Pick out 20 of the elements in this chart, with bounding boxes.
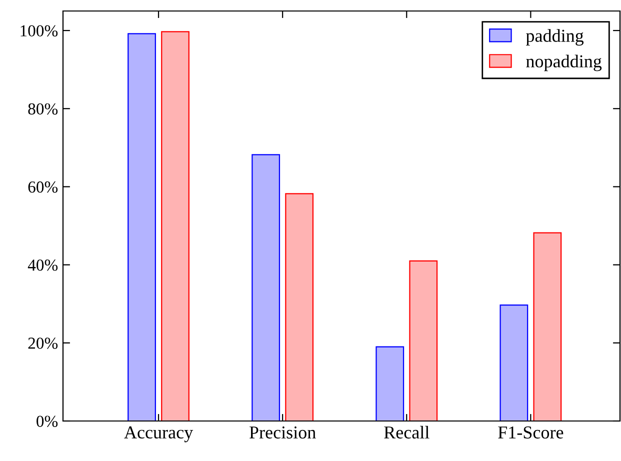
y-tick-label: 0% xyxy=(36,416,58,427)
bar xyxy=(285,193,314,421)
x-tick-label: Recall xyxy=(384,426,430,439)
y-tick-label: 20% xyxy=(28,338,58,349)
y-tick-label: 100% xyxy=(20,25,58,37)
bar xyxy=(128,33,156,421)
y-tick-label: 40% xyxy=(28,260,58,271)
bar xyxy=(252,154,280,421)
legend-label: nopadding xyxy=(526,54,602,72)
bar xyxy=(500,304,528,421)
x-tick-label: Accuracy xyxy=(124,426,194,442)
bar xyxy=(533,232,562,421)
legend-label: padding xyxy=(526,29,584,46)
y-tick-label: 60% xyxy=(28,181,58,193)
x-tick-label: F1-Score xyxy=(498,426,564,439)
y-tick-label: 80% xyxy=(28,103,58,115)
x-tick-label: Precision xyxy=(249,426,316,439)
bar xyxy=(161,31,190,421)
bar xyxy=(409,260,438,421)
bar xyxy=(376,346,404,421)
